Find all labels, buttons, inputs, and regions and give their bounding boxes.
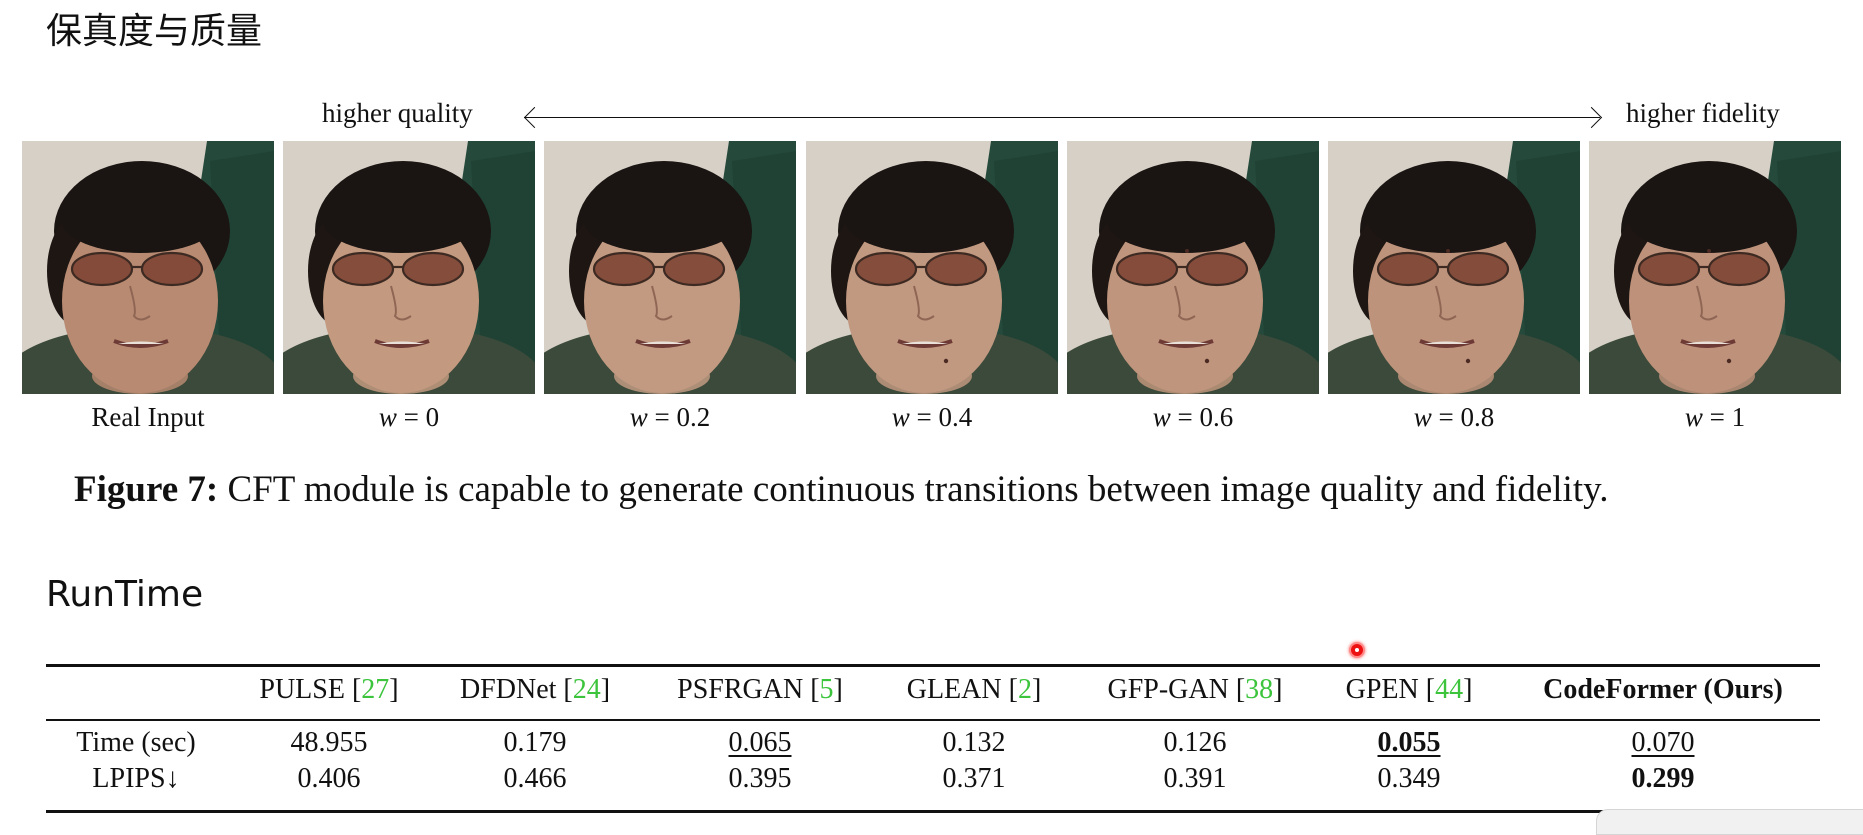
table-mid-rule xyxy=(46,719,1820,721)
table-cell: 0.055 xyxy=(1377,727,1441,758)
table-header-2: PSFRGAN [5] xyxy=(677,674,843,705)
table-cell: 0.065 xyxy=(728,727,792,758)
table-header-1: DFDNet [24] xyxy=(459,674,611,705)
reference-link[interactable]: 24 xyxy=(572,674,601,705)
table-cell: 0.391 xyxy=(1163,763,1227,794)
reference-link[interactable]: 2 xyxy=(1017,674,1032,705)
reference-link[interactable]: 5 xyxy=(819,674,834,705)
table-cell: 0.371 xyxy=(942,763,1006,794)
arrow-label-quality: higher quality xyxy=(322,98,473,128)
table-top-rule xyxy=(46,664,1820,667)
table-cell: 48.955 xyxy=(290,727,368,758)
section-title-fidelity: 保真度与质量 xyxy=(46,11,263,52)
viewer-toolbar[interactable] xyxy=(1596,809,1863,835)
thumbnail-caption-6: w = 1 xyxy=(1684,402,1746,432)
face-thumbnail-0 xyxy=(22,141,274,394)
reference-link[interactable]: 44 xyxy=(1435,674,1464,705)
face-thumbnail-5 xyxy=(1328,141,1580,394)
table-header-0: PULSE [27] xyxy=(259,674,399,705)
thumbnail-caption-5: w = 0.8 xyxy=(1413,402,1495,432)
table-cell: 0.179 xyxy=(503,727,567,758)
arrow-head-right-icon xyxy=(1580,106,1603,129)
table-cell: 0.132 xyxy=(942,727,1006,758)
table-cell: 0.466 xyxy=(503,763,567,794)
face-thumbnail-3 xyxy=(806,141,1058,394)
figure-caption-text: CFT module is capable to generate contin… xyxy=(227,469,1609,510)
table-cell: 0.395 xyxy=(728,763,792,794)
table-header-5: GPEN [44] xyxy=(1345,674,1473,705)
table-bottom-rule xyxy=(46,810,1820,813)
table-row-label-1: LPIPS↓ xyxy=(92,763,180,794)
face-thumbnail-1 xyxy=(283,141,535,394)
table-header-4: GFP-GAN [38] xyxy=(1107,674,1283,705)
arrow-label-fidelity: higher fidelity xyxy=(1626,98,1780,128)
face-thumbnail-4 xyxy=(1067,141,1319,394)
table-cell: 0.126 xyxy=(1163,727,1227,758)
thumbnail-caption-1: w = 0 xyxy=(378,402,440,432)
thumbnail-caption-4: w = 0.6 xyxy=(1152,402,1234,432)
arrow-head-left-icon xyxy=(523,106,546,129)
table-row-label-0: Time (sec) xyxy=(76,727,196,758)
table-cell: 0.406 xyxy=(297,763,361,794)
face-thumbnail-6 xyxy=(1589,141,1841,394)
figure-caption: Figure 7: CFT module is capable to gener… xyxy=(74,468,1608,511)
section-title-runtime: RunTime xyxy=(46,574,204,615)
reference-link[interactable]: 38 xyxy=(1245,674,1274,705)
table-cell: 0.070 xyxy=(1631,727,1695,758)
figure-caption-label: Figure 7: xyxy=(74,469,219,510)
quality-fidelity-arrow xyxy=(524,117,1600,118)
table-header-6: CodeFormer (Ours) xyxy=(1543,674,1783,705)
thumbnail-caption-2: w = 0.2 xyxy=(629,402,711,432)
thumbnail-caption-3: w = 0.4 xyxy=(891,402,973,432)
table-header-3: GLEAN [2] xyxy=(906,674,1042,705)
face-thumbnail-2 xyxy=(544,141,796,394)
thumbnail-caption-0: Real Input xyxy=(91,402,205,432)
reference-link[interactable]: 27 xyxy=(361,674,390,705)
table-cell: 0.299 xyxy=(1631,763,1695,794)
cursor-pointer-icon xyxy=(1349,642,1365,658)
table-cell: 0.349 xyxy=(1377,763,1441,794)
